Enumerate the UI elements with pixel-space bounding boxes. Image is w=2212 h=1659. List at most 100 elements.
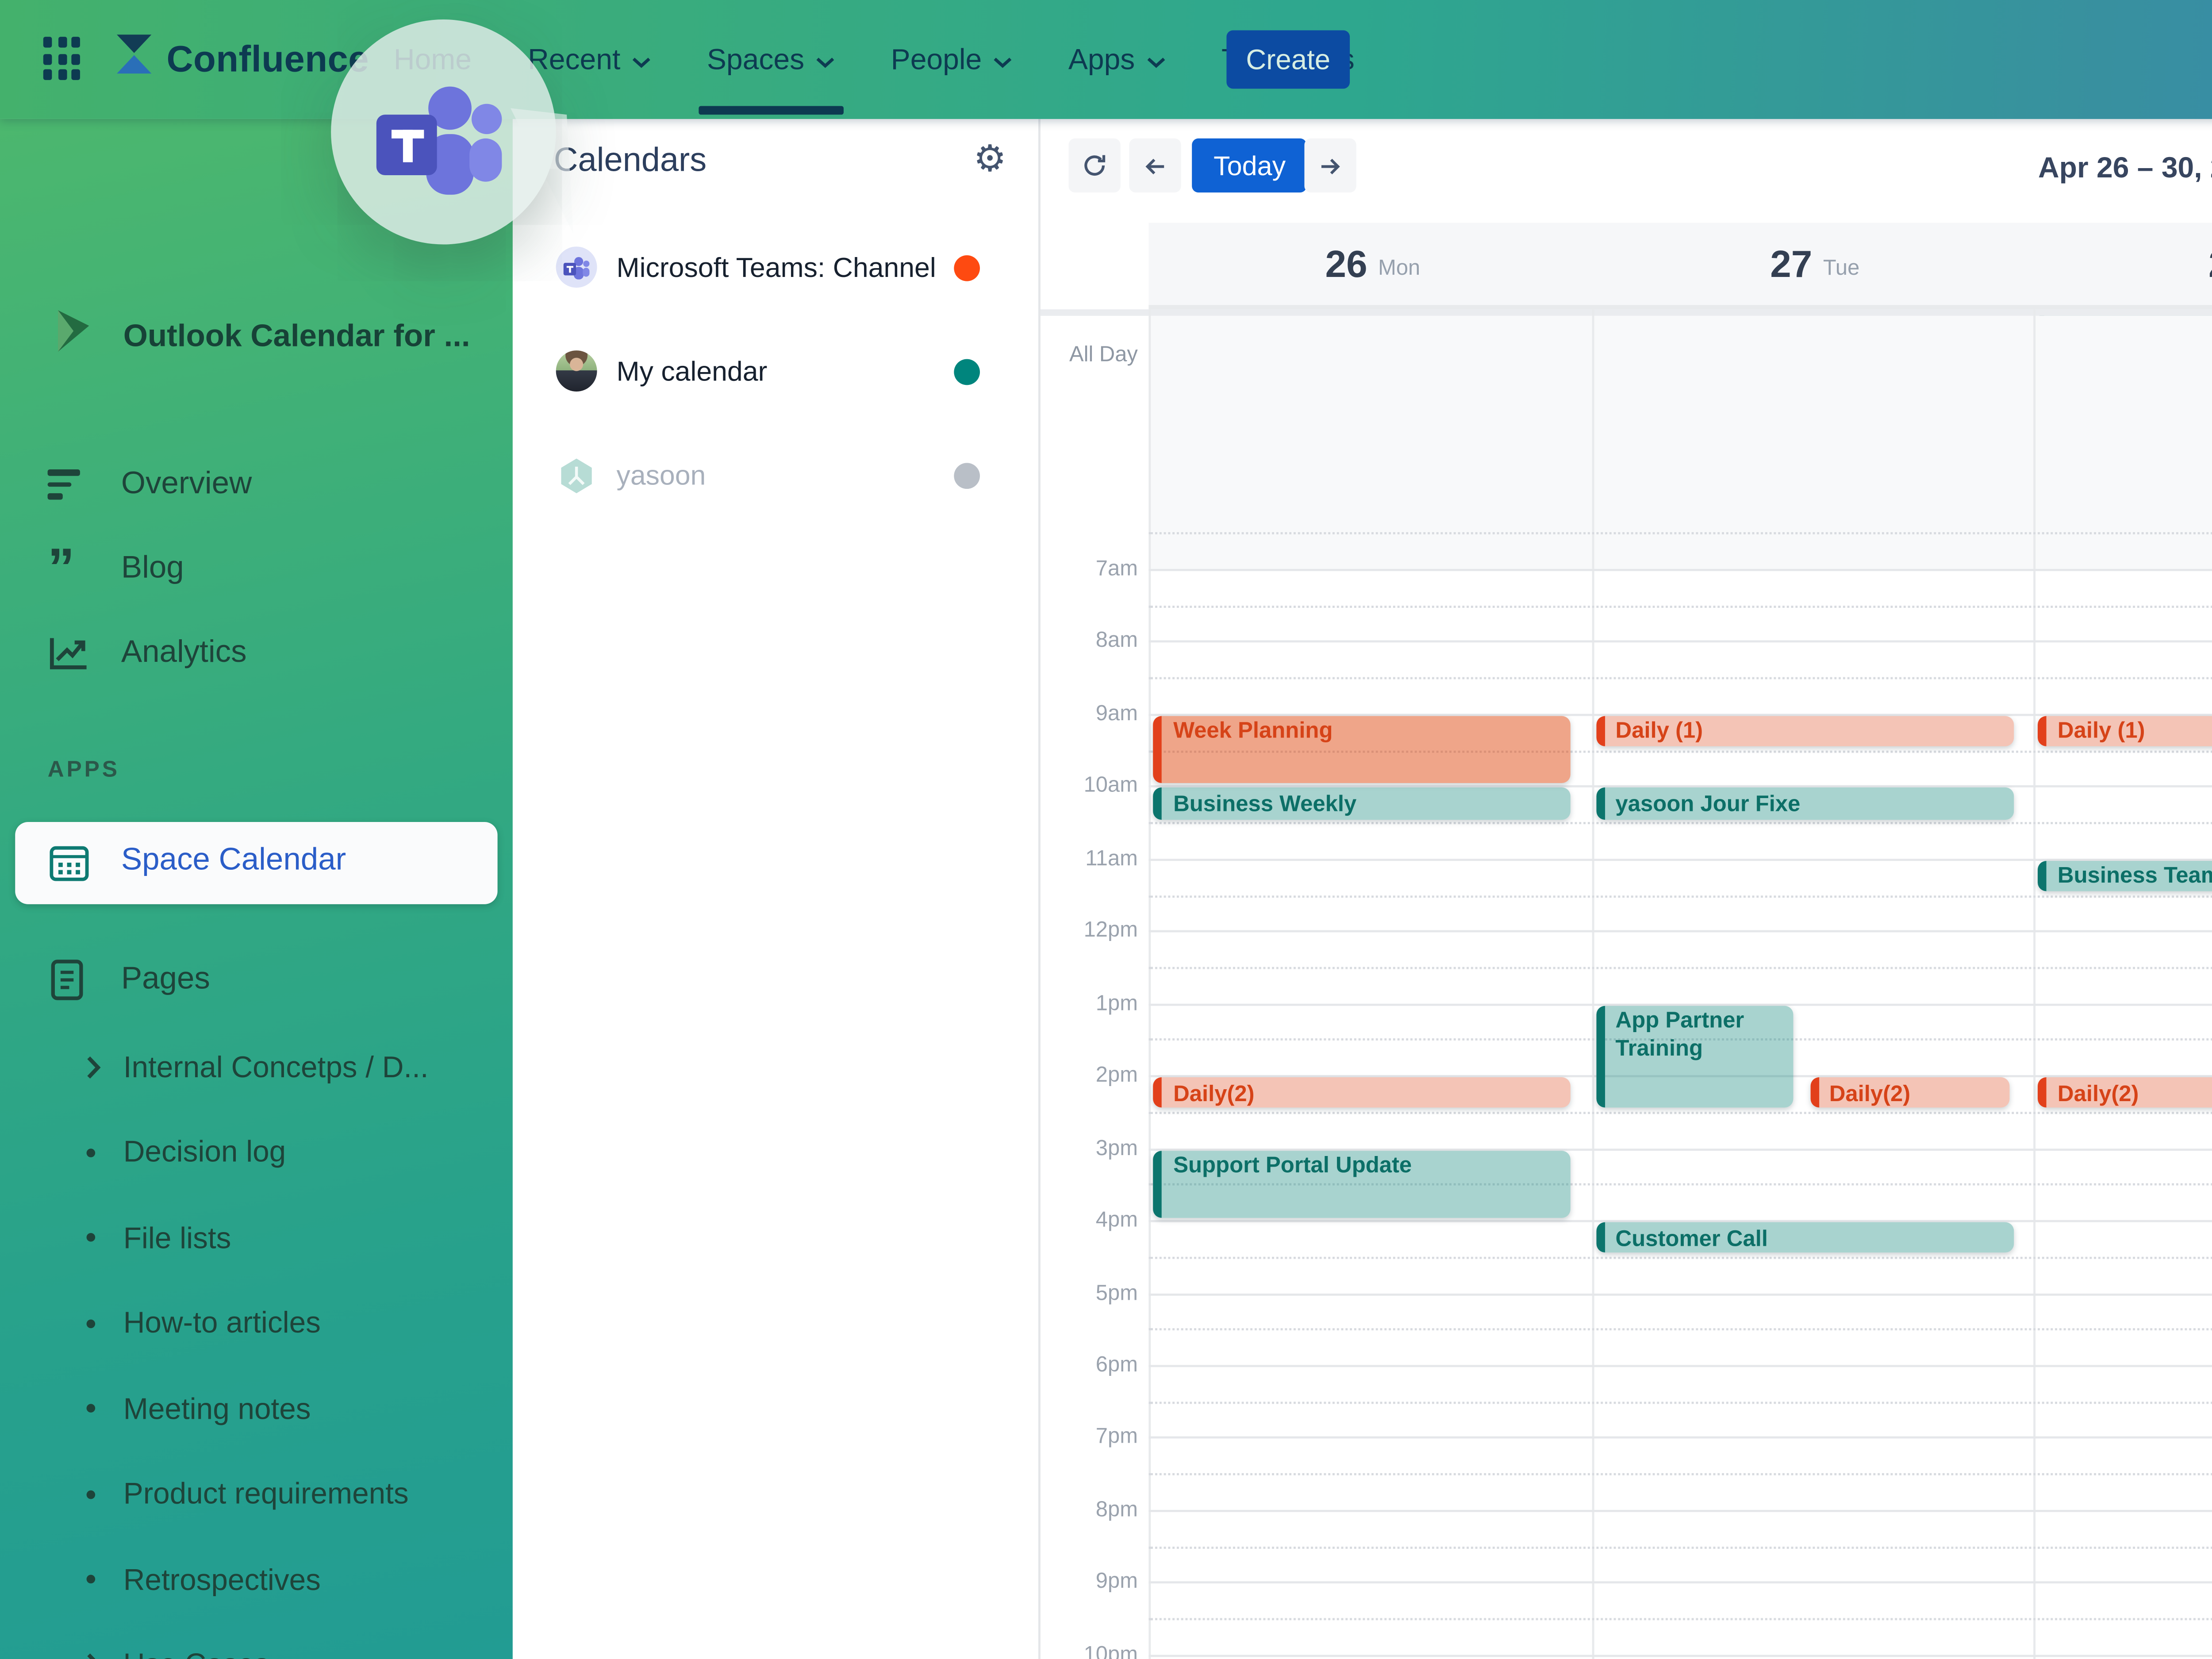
chevron-right-icon: [87, 1653, 96, 1659]
apps-section-label: APPS: [47, 757, 120, 783]
confluence-logo[interactable]: Confluence: [112, 30, 369, 88]
chevron-down-icon: [632, 56, 650, 67]
sidebar-item-blog[interactable]: ” Blog: [47, 538, 184, 599]
sidebar-item-pages[interactable]: Pages: [0, 941, 513, 1019]
calendar-event[interactable]: Support Portal Update: [1154, 1150, 1571, 1217]
calendar-event[interactable]: Week Planning: [1154, 715, 1571, 783]
calendar-list-item[interactable]: yasoon: [513, 443, 1041, 508]
event-title: Daily(2): [2057, 1083, 2139, 1107]
time-label: 7pm: [1095, 1426, 1138, 1450]
bullet-marker: [86, 1147, 113, 1156]
time-label: 3pm: [1095, 1137, 1138, 1161]
app-switcher-icon[interactable]: [43, 37, 82, 82]
all-day-label: All Day: [1069, 344, 1138, 368]
calendar-event[interactable]: App Partner Training: [1596, 1005, 1794, 1109]
time-label: 7am: [1095, 558, 1138, 582]
day-header-tue: 27 Tue: [1770, 241, 1860, 284]
calendar-event[interactable]: Daily(2): [1809, 1077, 2009, 1109]
time-grid: 7am 8am 9am 10am 11am 12pm 1pm 2pm 3pm 4pm 5pm 6pm 7…: [1040, 309, 2212, 1659]
sidebar-tree-item[interactable]: File lists: [0, 1205, 513, 1270]
sidebar-tree-item[interactable]: Retrospectives: [0, 1547, 513, 1612]
time-label: 8am: [1095, 630, 1138, 654]
user-avatar: [556, 350, 597, 392]
event-title: Daily(2): [1173, 1083, 1255, 1107]
sidebar-tree-item[interactable]: Product requirements: [0, 1461, 513, 1526]
next-week-button[interactable]: [1304, 138, 1356, 193]
space-header[interactable]: Outlook Calendar for ...: [48, 305, 470, 368]
sidebar-item-label: Pages: [121, 962, 210, 998]
top-navigation-bar: Confluence HomeRecentSpacesPeopleAppsTem…: [0, 0, 2212, 119]
microsoft-teams-icon: [556, 246, 597, 288]
expand-chevron-icon: [87, 1055, 113, 1079]
event-title: App Partner Training: [1615, 1010, 1744, 1062]
time-label: 4pm: [1095, 1209, 1138, 1233]
calendar-event[interactable]: yasoon Jour Fixe: [1596, 788, 2014, 819]
chevron-down-icon: [816, 56, 834, 67]
nav-item-recent[interactable]: Recent: [528, 0, 651, 119]
bullet-marker: [86, 1575, 113, 1584]
calendar-event[interactable]: Daily(2): [2038, 1077, 2212, 1109]
calendar-event[interactable]: Daily (1): [2038, 715, 2212, 747]
time-label: 9am: [1095, 703, 1138, 727]
sidebar-item-space-calendar[interactable]: Space Calendar: [15, 822, 498, 904]
bullet-marker: [86, 1233, 113, 1242]
analytics-icon: [50, 638, 87, 669]
sidebar-tree-item[interactable]: Use Cases: [0, 1632, 513, 1659]
calendar-color-dot[interactable]: [954, 463, 980, 489]
sidebar-tree-item[interactable]: Meeting notes: [0, 1376, 513, 1441]
calendar-event[interactable]: Daily (1): [1596, 715, 2014, 747]
teams-spotlight-overlay: [331, 19, 556, 245]
sidebar-item-overview[interactable]: Overview: [0, 445, 513, 523]
calendar-event[interactable]: Business Weekly: [1154, 788, 1571, 819]
bullet-marker: [86, 1318, 113, 1327]
nav-item-apps[interactable]: Apps: [1068, 0, 1165, 119]
calendar-list-item[interactable]: My calendar: [513, 340, 1041, 405]
calendar-icon: [48, 841, 91, 895]
sidebar-tree-item[interactable]: Decision log: [0, 1119, 513, 1184]
time-label: 12pm: [1083, 920, 1138, 944]
refresh-sync-button[interactable]: [1068, 138, 1121, 193]
event-title: Daily (1): [2057, 721, 2145, 745]
sidebar-tree-item[interactable]: How-to articles: [0, 1290, 513, 1356]
bullet-marker: [86, 1489, 113, 1498]
previous-week-button[interactable]: [1129, 138, 1181, 193]
calendar-event[interactable]: Customer Call: [1596, 1222, 2014, 1253]
event-title: Support Portal Update: [1173, 1155, 1412, 1179]
time-label: 2pm: [1095, 1064, 1138, 1089]
space-sidebar: Outlook Calendar for ... Overview ” Blog An…: [0, 119, 513, 1659]
calendar-event[interactable]: Business Team Sync: Allerhand: [2038, 860, 2212, 891]
create-button[interactable]: Create: [1226, 30, 1350, 89]
expand-chevron-icon: [87, 1653, 113, 1659]
sidebar-item-label: Space Calendar: [121, 843, 346, 879]
date-range-title: Apr 26 – 30, 2021: [2038, 151, 2212, 184]
time-label: 11am: [1085, 847, 1138, 872]
calendars-panel: Calendars ⚙ Microsoft Teams: Channel My c…: [512, 119, 1041, 1659]
calendar-settings-gear-icon[interactable]: ⚙: [973, 138, 1006, 182]
calendar-event[interactable]: Daily(2): [1154, 1077, 1571, 1109]
event-title: Business Weekly: [1173, 793, 1357, 818]
time-label: 9pm: [1095, 1571, 1138, 1595]
space-logo-icon: [48, 305, 97, 368]
sidebar-tree-item[interactable]: Internal Concetps / D...: [0, 1034, 513, 1099]
time-label: 5pm: [1095, 1282, 1138, 1306]
day-column-divider: [2034, 309, 2036, 1659]
all-day-divider: [1040, 309, 2212, 316]
nav-item-spaces[interactable]: Spaces: [698, 0, 844, 119]
calendar-list-item[interactable]: Microsoft Teams: Channel: [513, 236, 1041, 301]
yasoon-icon: [556, 454, 597, 495]
time-label: 1pm: [1095, 992, 1138, 1016]
event-title: Customer Call: [1615, 1228, 1768, 1252]
event-title: Week Planning: [1173, 721, 1333, 745]
event-title: yasoon Jour Fixe: [1615, 793, 1801, 818]
sidebar-item-analytics[interactable]: Analytics: [0, 614, 513, 692]
chevron-down-icon: [993, 56, 1011, 67]
calendar-color-dot[interactable]: [954, 255, 980, 281]
calendar-name: My calendar: [616, 354, 768, 388]
calendar-color-dot[interactable]: [954, 359, 980, 385]
pages-icon: [48, 958, 91, 1002]
nav-item-people[interactable]: People: [891, 0, 1012, 119]
non-working-hours-shading: [1149, 315, 2212, 569]
confluence-logo-icon: [112, 30, 156, 88]
today-button[interactable]: Today: [1192, 138, 1308, 193]
